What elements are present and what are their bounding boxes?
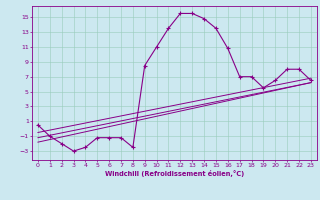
- X-axis label: Windchill (Refroidissement éolien,°C): Windchill (Refroidissement éolien,°C): [105, 170, 244, 177]
